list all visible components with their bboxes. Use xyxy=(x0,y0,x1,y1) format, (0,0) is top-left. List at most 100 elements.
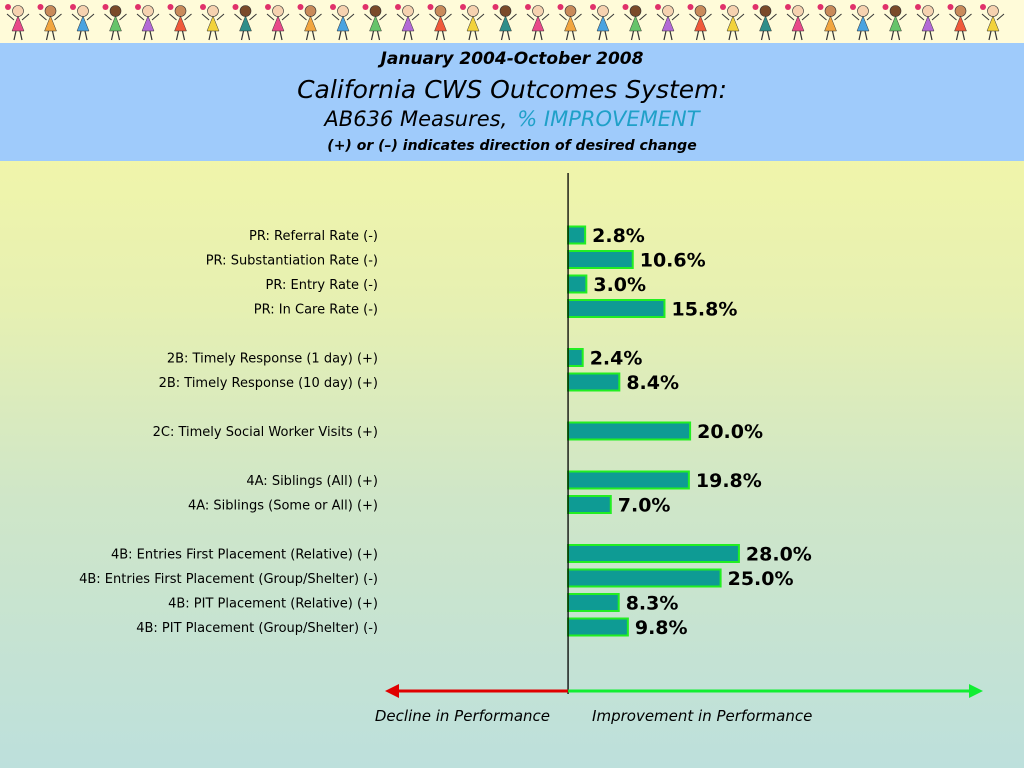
child-leg xyxy=(19,30,23,41)
child-arm xyxy=(201,13,210,21)
child-arm xyxy=(754,13,762,21)
heart-icon xyxy=(947,4,954,10)
heart-icon xyxy=(590,4,596,10)
child-dress xyxy=(661,15,675,32)
heart-icon xyxy=(5,4,11,10)
child-figure xyxy=(850,4,875,41)
bar xyxy=(567,372,621,392)
child-leg xyxy=(961,30,966,41)
heart-icon xyxy=(395,4,401,10)
child-figure xyxy=(37,4,62,41)
child-dress xyxy=(856,15,870,32)
value-label: 25.0% xyxy=(728,568,794,590)
child-head xyxy=(207,5,219,17)
child-dress xyxy=(986,15,1000,32)
child-arm xyxy=(169,13,177,21)
heart-icon xyxy=(427,4,434,10)
child-dress xyxy=(629,15,642,32)
heart-icon xyxy=(980,4,986,10)
child-dress xyxy=(206,15,220,32)
child-arm xyxy=(996,13,1005,21)
bar xyxy=(567,617,629,637)
bar xyxy=(567,348,584,367)
child-leg xyxy=(799,30,803,41)
child-leg xyxy=(630,30,635,41)
child-figure xyxy=(622,4,647,41)
child-arm xyxy=(606,13,615,21)
child-figure xyxy=(785,4,810,41)
child-arm xyxy=(476,13,485,21)
child-leg xyxy=(955,30,960,41)
kids-banner xyxy=(0,0,1024,43)
decline-label: Decline in Performance xyxy=(375,707,550,725)
child-head xyxy=(402,5,414,17)
child-leg xyxy=(78,30,82,41)
child-leg xyxy=(831,30,836,41)
child-figure xyxy=(135,4,160,41)
child-leg xyxy=(988,30,992,41)
heart-icon xyxy=(687,4,694,10)
heart-icon xyxy=(200,4,206,10)
child-dress xyxy=(239,15,252,32)
heart-icon xyxy=(655,4,661,10)
child-leg xyxy=(565,30,570,41)
slide-header: January 2004-October 2008 California CWS… xyxy=(0,43,1024,161)
child-dress xyxy=(759,15,772,32)
dancing-children-illustration xyxy=(5,4,1005,41)
category-label: PR: Substantiation Rate (-) xyxy=(206,254,378,269)
child-arm xyxy=(444,13,452,21)
child-dress xyxy=(369,15,382,32)
child-figure xyxy=(232,4,257,41)
child-arm xyxy=(526,13,535,21)
child-figure xyxy=(915,4,940,41)
child-leg xyxy=(728,30,732,41)
child-leg xyxy=(793,30,797,41)
child-arm xyxy=(786,13,795,21)
child-head xyxy=(174,5,187,17)
child-dress xyxy=(726,15,740,32)
child-arm xyxy=(981,13,990,21)
child-head xyxy=(467,5,479,17)
child-arm xyxy=(86,13,95,21)
child-leg xyxy=(311,30,316,41)
child-arm xyxy=(834,13,842,21)
improvement-label: % IMPROVEMENT xyxy=(517,107,700,131)
child-arm xyxy=(54,13,62,21)
child-dress xyxy=(824,15,837,32)
child-head xyxy=(499,5,512,17)
child-head xyxy=(337,5,349,17)
child-leg xyxy=(279,30,283,41)
child-head xyxy=(142,5,154,17)
value-label: 2.8% xyxy=(592,225,645,247)
right-arrowhead-icon xyxy=(969,684,983,698)
category-label: 4B: Entries First Placement (Group/Shelt… xyxy=(79,572,378,587)
child-leg xyxy=(370,30,375,41)
child-leg xyxy=(598,30,602,41)
value-label: 3.0% xyxy=(593,274,646,296)
bar xyxy=(567,568,722,588)
child-leg xyxy=(84,30,88,41)
child-leg xyxy=(246,30,251,41)
child-leg xyxy=(701,30,706,41)
bar xyxy=(567,299,666,318)
child-leg xyxy=(766,30,771,41)
child-dress xyxy=(11,15,25,32)
child-figure xyxy=(362,4,387,41)
child-figure xyxy=(5,4,30,41)
child-leg xyxy=(305,30,310,41)
child-leg xyxy=(13,30,17,41)
child-leg xyxy=(403,30,407,41)
child-head xyxy=(694,5,707,17)
child-head xyxy=(77,5,89,17)
child-leg xyxy=(240,30,245,41)
child-arm xyxy=(964,13,972,21)
child-arm xyxy=(591,13,600,21)
child-dress xyxy=(499,15,512,32)
bar xyxy=(567,593,620,612)
child-leg xyxy=(923,30,927,41)
child-dress xyxy=(889,15,902,32)
child-arm xyxy=(704,13,712,21)
child-leg xyxy=(468,30,472,41)
child-dress xyxy=(954,15,967,32)
child-arm xyxy=(656,13,665,21)
